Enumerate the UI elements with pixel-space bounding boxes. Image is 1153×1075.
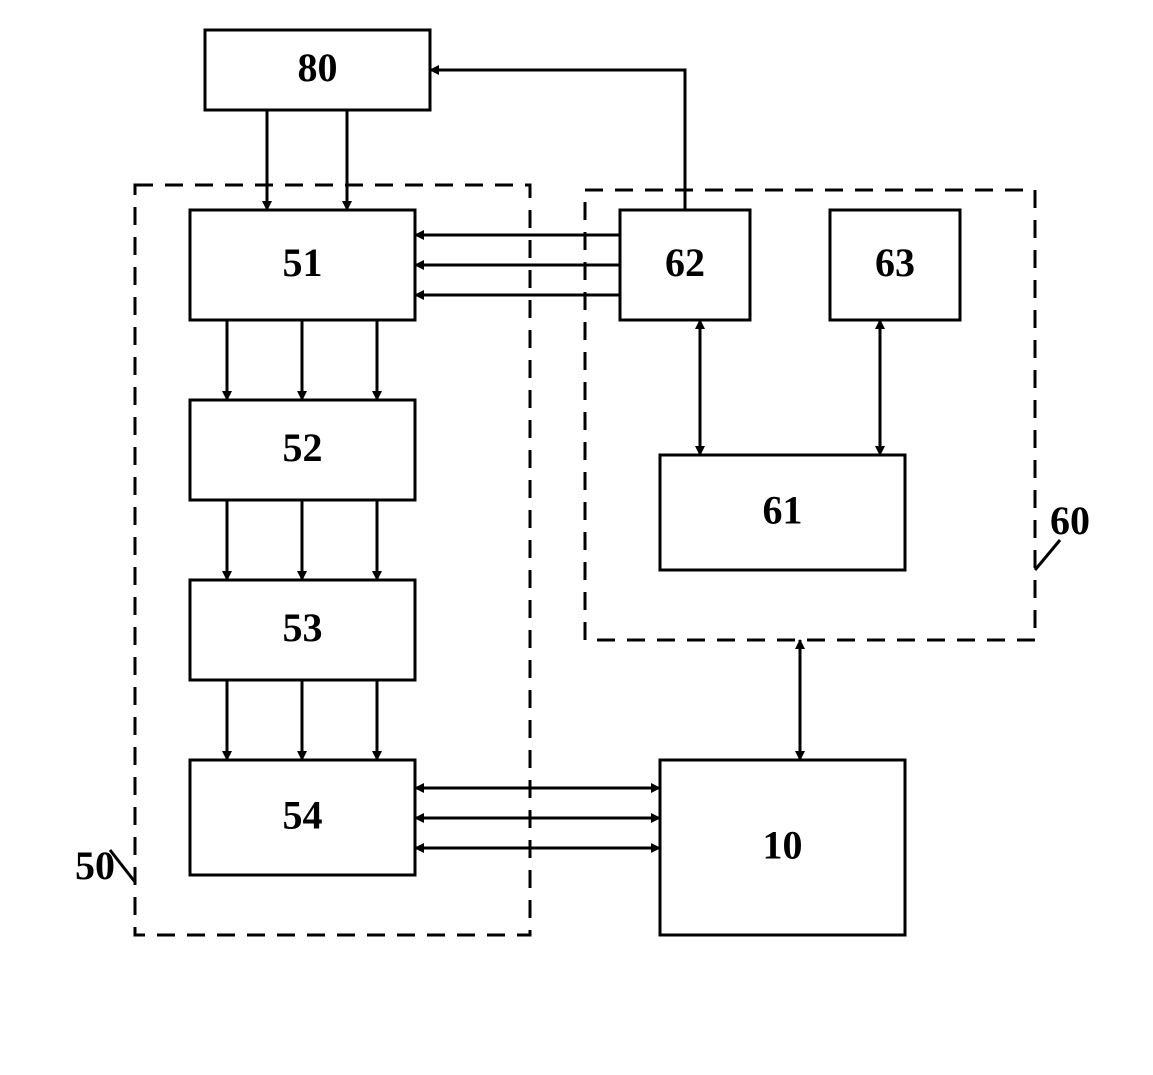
box-label: 63 <box>875 240 915 285</box>
box-label: 51 <box>283 240 323 285</box>
box-label: 80 <box>298 45 338 90</box>
box-label: 61 <box>763 488 803 533</box>
group-label: 60 <box>1050 498 1090 543</box>
block-diagram: 50 60 80 51 52 53 54 62 63 61 10 <box>0 0 1153 1075</box>
box-label: 52 <box>283 425 323 470</box>
box-label: 10 <box>763 823 803 868</box>
group-label: 50 <box>75 843 115 888</box>
box-label: 54 <box>283 793 323 838</box>
box-label: 53 <box>283 605 323 650</box>
group-tick <box>1035 540 1060 570</box>
box-label: 62 <box>665 240 705 285</box>
